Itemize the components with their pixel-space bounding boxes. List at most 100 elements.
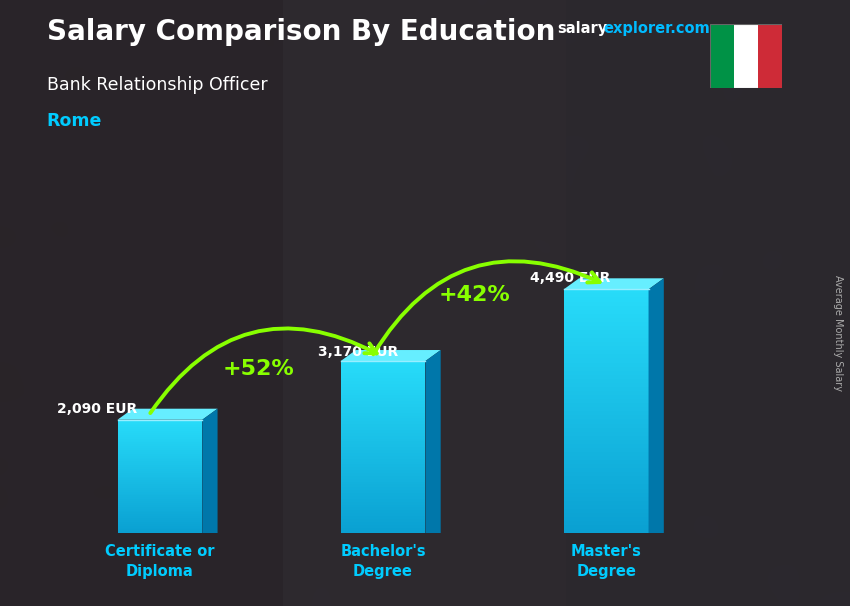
Bar (341, 396, 425, 398)
Bar (341, 479, 425, 482)
Bar (117, 491, 202, 493)
Bar (564, 497, 649, 501)
Bar (341, 427, 425, 430)
Text: salary: salary (557, 21, 607, 36)
Text: Bank Relationship Officer: Bank Relationship Officer (47, 76, 268, 94)
Bar (564, 367, 649, 371)
Bar (341, 439, 425, 441)
Bar (564, 484, 649, 488)
Bar (564, 310, 649, 314)
Bar (564, 346, 649, 350)
Bar (117, 424, 202, 425)
Bar (564, 359, 649, 362)
Bar (564, 521, 649, 525)
Bar (564, 379, 649, 383)
Bar (117, 435, 202, 437)
Bar (117, 454, 202, 456)
Bar (564, 476, 649, 481)
Bar (117, 450, 202, 452)
Bar (341, 476, 425, 479)
Bar (117, 524, 202, 526)
Text: +52%: +52% (223, 359, 294, 379)
Bar (564, 452, 649, 456)
Bar (341, 430, 425, 433)
Bar (341, 373, 425, 375)
Bar (564, 391, 649, 395)
Bar (710, 24, 734, 88)
Bar (117, 520, 202, 522)
Bar (341, 381, 425, 384)
Bar (564, 383, 649, 387)
Bar (564, 431, 649, 436)
Bar (341, 456, 425, 459)
Bar (341, 499, 425, 502)
Bar (564, 305, 649, 310)
Bar (341, 505, 425, 507)
Bar (564, 289, 649, 293)
Bar (117, 493, 202, 496)
Text: 3,170 EUR: 3,170 EUR (318, 345, 399, 359)
Bar (341, 447, 425, 450)
Bar (341, 450, 425, 453)
Bar (564, 322, 649, 326)
Bar (117, 514, 202, 516)
Bar (117, 503, 202, 505)
Bar (341, 467, 425, 470)
Bar (117, 522, 202, 524)
Bar (117, 473, 202, 474)
Bar (117, 444, 202, 446)
Bar (564, 464, 649, 468)
Bar (117, 471, 202, 473)
Text: Salary Comparison By Education: Salary Comparison By Education (47, 18, 555, 46)
Bar (341, 496, 425, 499)
Bar (341, 528, 425, 530)
Bar (564, 293, 649, 298)
Text: 2,090 EUR: 2,090 EUR (57, 402, 138, 416)
Bar (564, 501, 649, 505)
Bar (117, 505, 202, 507)
Bar (564, 334, 649, 338)
Bar (117, 437, 202, 439)
Bar (341, 424, 425, 427)
Bar (117, 446, 202, 448)
Bar (341, 482, 425, 484)
Bar (341, 513, 425, 516)
Bar (341, 516, 425, 519)
Bar (564, 444, 649, 448)
Bar (341, 361, 425, 364)
Bar (341, 433, 425, 436)
Bar (341, 473, 425, 476)
Bar (564, 529, 649, 533)
Bar (117, 501, 202, 503)
Text: explorer.com: explorer.com (604, 21, 711, 36)
Bar (564, 399, 649, 403)
Bar (564, 387, 649, 391)
Bar (564, 456, 649, 460)
Bar (341, 453, 425, 456)
Bar (117, 530, 202, 531)
Bar (564, 415, 649, 419)
Text: Average Monthly Salary: Average Monthly Salary (833, 275, 843, 391)
Bar (341, 519, 425, 522)
Bar (341, 490, 425, 493)
Bar (117, 516, 202, 518)
Bar (341, 393, 425, 396)
Bar (341, 444, 425, 447)
Bar (341, 404, 425, 407)
Bar (564, 302, 649, 305)
Bar (564, 362, 649, 367)
Bar (117, 458, 202, 459)
Bar (564, 481, 649, 484)
Polygon shape (117, 408, 218, 420)
Bar (564, 403, 649, 407)
Bar (117, 476, 202, 478)
Bar (564, 407, 649, 411)
Bar (564, 460, 649, 464)
Bar (117, 507, 202, 508)
Bar (341, 410, 425, 413)
Bar (341, 421, 425, 424)
Bar (117, 425, 202, 427)
Bar (564, 505, 649, 509)
Bar (564, 350, 649, 355)
Bar (564, 448, 649, 452)
